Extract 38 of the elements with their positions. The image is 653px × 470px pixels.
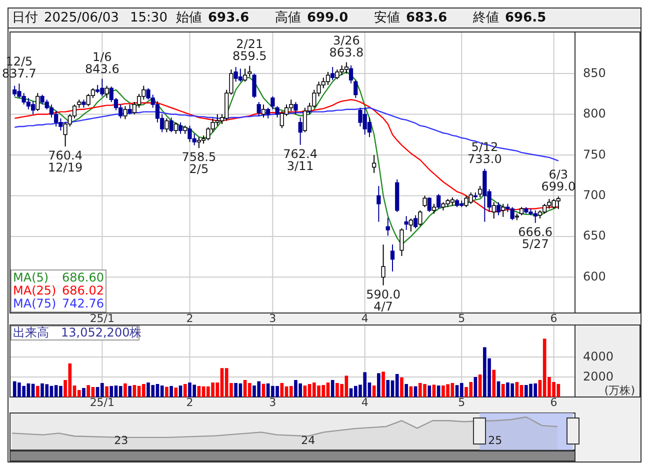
y-tick-label: 2000	[583, 369, 614, 384]
x-tick-label: 2	[186, 396, 194, 410]
text: MA(25) 686.02	[13, 283, 104, 298]
annotation: 5/12 733.0	[468, 140, 502, 166]
annotation: 3/26 863.8	[329, 33, 364, 60]
x-tick-label: 2	[186, 312, 194, 326]
y-tick-label: 750	[583, 147, 606, 162]
text: MA(5) 686.60	[13, 270, 104, 284]
chart-title: 出来高 13,052,200株	[13, 325, 142, 340]
x-tick-label: 25	[488, 434, 502, 448]
annotation: 758.5 2/5	[182, 150, 216, 176]
title: 日付 2025/06/03 15:30 始値 693.6 高値 699.0 安値 683.6 終値 696.5	[12, 10, 546, 26]
x-tick-label: 6	[550, 312, 558, 326]
x-tick-label: 25/1	[90, 312, 115, 326]
x-tick-label: 4	[361, 396, 368, 410]
x-tick-label: 5	[458, 396, 466, 410]
x-tick-label: 3	[269, 396, 276, 410]
x-tick-label: 5	[458, 312, 466, 326]
x-tick-label: 3	[269, 312, 276, 326]
annotation: 1/6 843.6	[85, 50, 120, 76]
y-tick-label: 850	[583, 66, 606, 80]
annotation: 590.0 4/7	[366, 287, 400, 314]
y-tick-label: 800	[583, 106, 606, 121]
y-tick-label: 4000	[583, 349, 614, 364]
x-tick-label: 23	[114, 434, 128, 448]
x-tick-label: 4	[361, 312, 368, 326]
annotation: 762.4 3/11	[283, 146, 318, 173]
x-tick-label: 25/1	[90, 396, 115, 410]
x-tick-label: 6	[550, 396, 558, 410]
annotation: 760.4 12/19	[48, 148, 83, 175]
annotation: 666.6 5/27	[518, 224, 553, 251]
text: MA(75) 742.76	[13, 296, 104, 310]
y-axis-title: (万株)	[604, 384, 635, 398]
annotation: 2/21 859.5	[232, 36, 267, 63]
y-tick-label: 600	[583, 269, 606, 284]
x-tick-label: 24	[301, 434, 316, 448]
y-tick-label: 650	[583, 228, 606, 243]
y-tick-label: 700	[583, 188, 606, 202]
